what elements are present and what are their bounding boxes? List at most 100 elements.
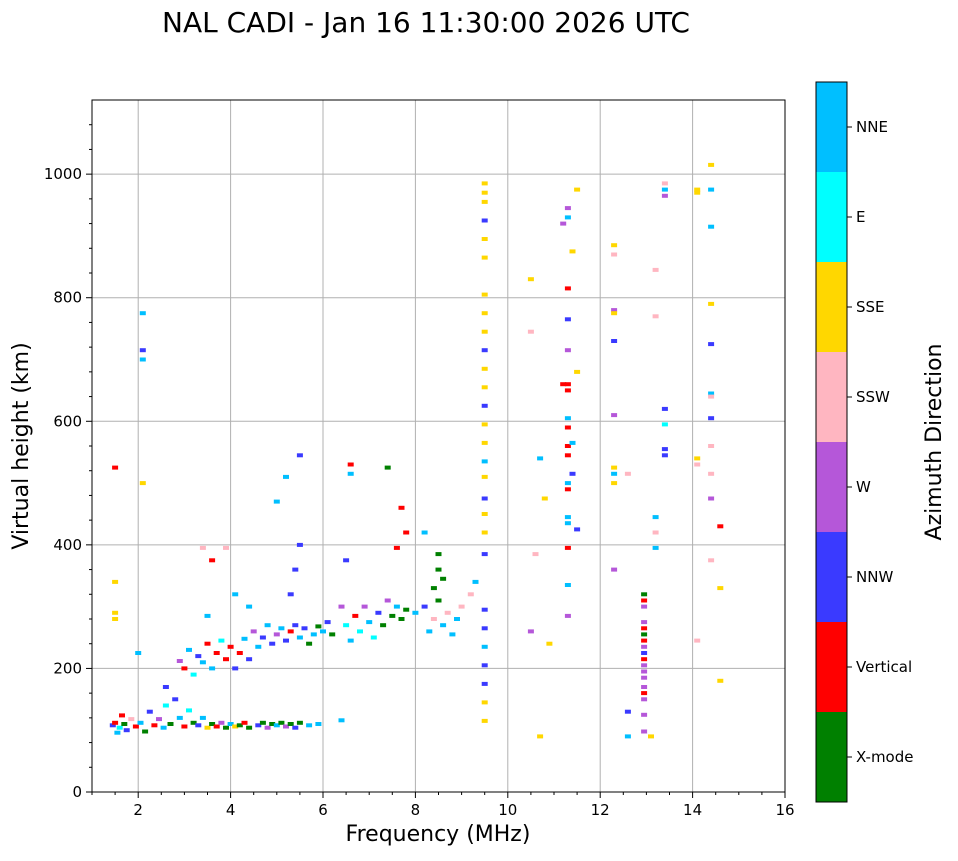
echo-point xyxy=(611,471,618,476)
echo-point xyxy=(481,474,488,479)
echo-point xyxy=(393,545,400,550)
echo-point xyxy=(315,722,322,726)
echo-point xyxy=(527,277,534,282)
echo-point xyxy=(641,620,648,625)
echo-point xyxy=(338,604,345,609)
echo-point xyxy=(357,629,363,634)
echo-point xyxy=(641,663,648,668)
echo-point xyxy=(661,453,668,458)
echo-point xyxy=(641,604,648,609)
echo-point xyxy=(611,413,618,418)
echo-point xyxy=(611,252,618,257)
echo-point xyxy=(232,666,239,671)
echo-point xyxy=(611,339,618,343)
echo-point xyxy=(112,617,119,621)
x-tick-label: 2 xyxy=(133,801,143,819)
echo-point xyxy=(641,685,648,689)
echo-point xyxy=(421,604,428,609)
echo-point xyxy=(255,723,262,728)
echo-point xyxy=(343,558,350,563)
y-tick-label: 0 xyxy=(72,783,82,801)
colorbar-title: Azimuth Direction xyxy=(922,343,947,540)
echo-point xyxy=(146,709,153,714)
echo-point xyxy=(190,720,197,725)
echo-point xyxy=(454,617,460,621)
echo-point xyxy=(641,691,648,696)
echo-point xyxy=(375,610,382,615)
echo-point xyxy=(481,181,488,186)
echo-point xyxy=(160,725,167,730)
y-tick-label: 800 xyxy=(53,289,82,307)
echo-point xyxy=(162,685,169,689)
echo-point xyxy=(296,635,303,640)
echo-point xyxy=(430,617,437,621)
echo-point xyxy=(569,471,576,476)
echo-point xyxy=(246,604,253,609)
echo-point xyxy=(119,713,125,718)
echo-point xyxy=(717,524,724,529)
colorbar-label: SSW xyxy=(856,388,890,406)
echo-point xyxy=(467,592,474,597)
echo-point xyxy=(440,576,447,581)
echo-point xyxy=(195,654,202,659)
echo-point xyxy=(287,629,294,634)
echo-point xyxy=(223,657,229,662)
echo-point xyxy=(481,644,488,649)
colorbar-label: NNW xyxy=(856,568,893,586)
echo-point xyxy=(624,709,631,714)
echo-point xyxy=(652,530,659,535)
echo-point xyxy=(227,722,234,726)
echo-point xyxy=(123,728,130,733)
echo-point xyxy=(574,527,581,532)
echo-point xyxy=(218,720,225,725)
echo-point xyxy=(708,558,715,563)
colorbar-segment xyxy=(816,712,847,802)
echo-point xyxy=(661,187,668,192)
echo-point xyxy=(116,725,123,730)
echo-point xyxy=(694,456,701,461)
echo-point xyxy=(112,610,119,615)
echo-point xyxy=(481,681,488,686)
echo-point xyxy=(181,666,188,671)
echo-point xyxy=(292,623,299,628)
echo-point xyxy=(481,255,488,260)
echo-point xyxy=(481,530,488,535)
echo-point xyxy=(708,342,715,347)
echo-point xyxy=(255,644,262,649)
y-tick-label: 200 xyxy=(53,659,82,677)
echo-point xyxy=(114,730,121,735)
echo-point xyxy=(384,465,391,470)
echo-point xyxy=(209,666,216,671)
echo-point xyxy=(641,657,648,662)
echo-point xyxy=(292,725,299,730)
echo-point xyxy=(481,440,488,445)
echo-point xyxy=(283,638,289,643)
echo-point xyxy=(139,348,146,353)
echo-point xyxy=(278,720,285,725)
echo-point xyxy=(564,388,571,393)
echo-point xyxy=(708,444,715,448)
echo-point xyxy=(611,311,618,316)
echo-point xyxy=(139,357,146,362)
colorbar-segment xyxy=(816,352,847,442)
echo-point xyxy=(546,641,553,646)
echo-point xyxy=(708,496,715,501)
echo-point xyxy=(435,567,442,572)
echo-point xyxy=(156,717,162,722)
echo-point xyxy=(481,292,488,297)
echo-point xyxy=(292,567,299,572)
echo-point xyxy=(564,348,571,353)
echo-point xyxy=(287,722,294,726)
echo-point xyxy=(398,505,405,510)
colorbar-label: NNE xyxy=(856,118,888,136)
echo-point xyxy=(641,675,648,680)
echo-point xyxy=(694,187,701,192)
echo-point xyxy=(717,678,724,683)
echo-point xyxy=(694,190,701,195)
echo-point xyxy=(109,723,116,728)
echo-point xyxy=(112,720,119,725)
echo-point xyxy=(652,545,659,550)
echo-point xyxy=(694,462,701,467)
colorbar-segment xyxy=(816,262,847,352)
